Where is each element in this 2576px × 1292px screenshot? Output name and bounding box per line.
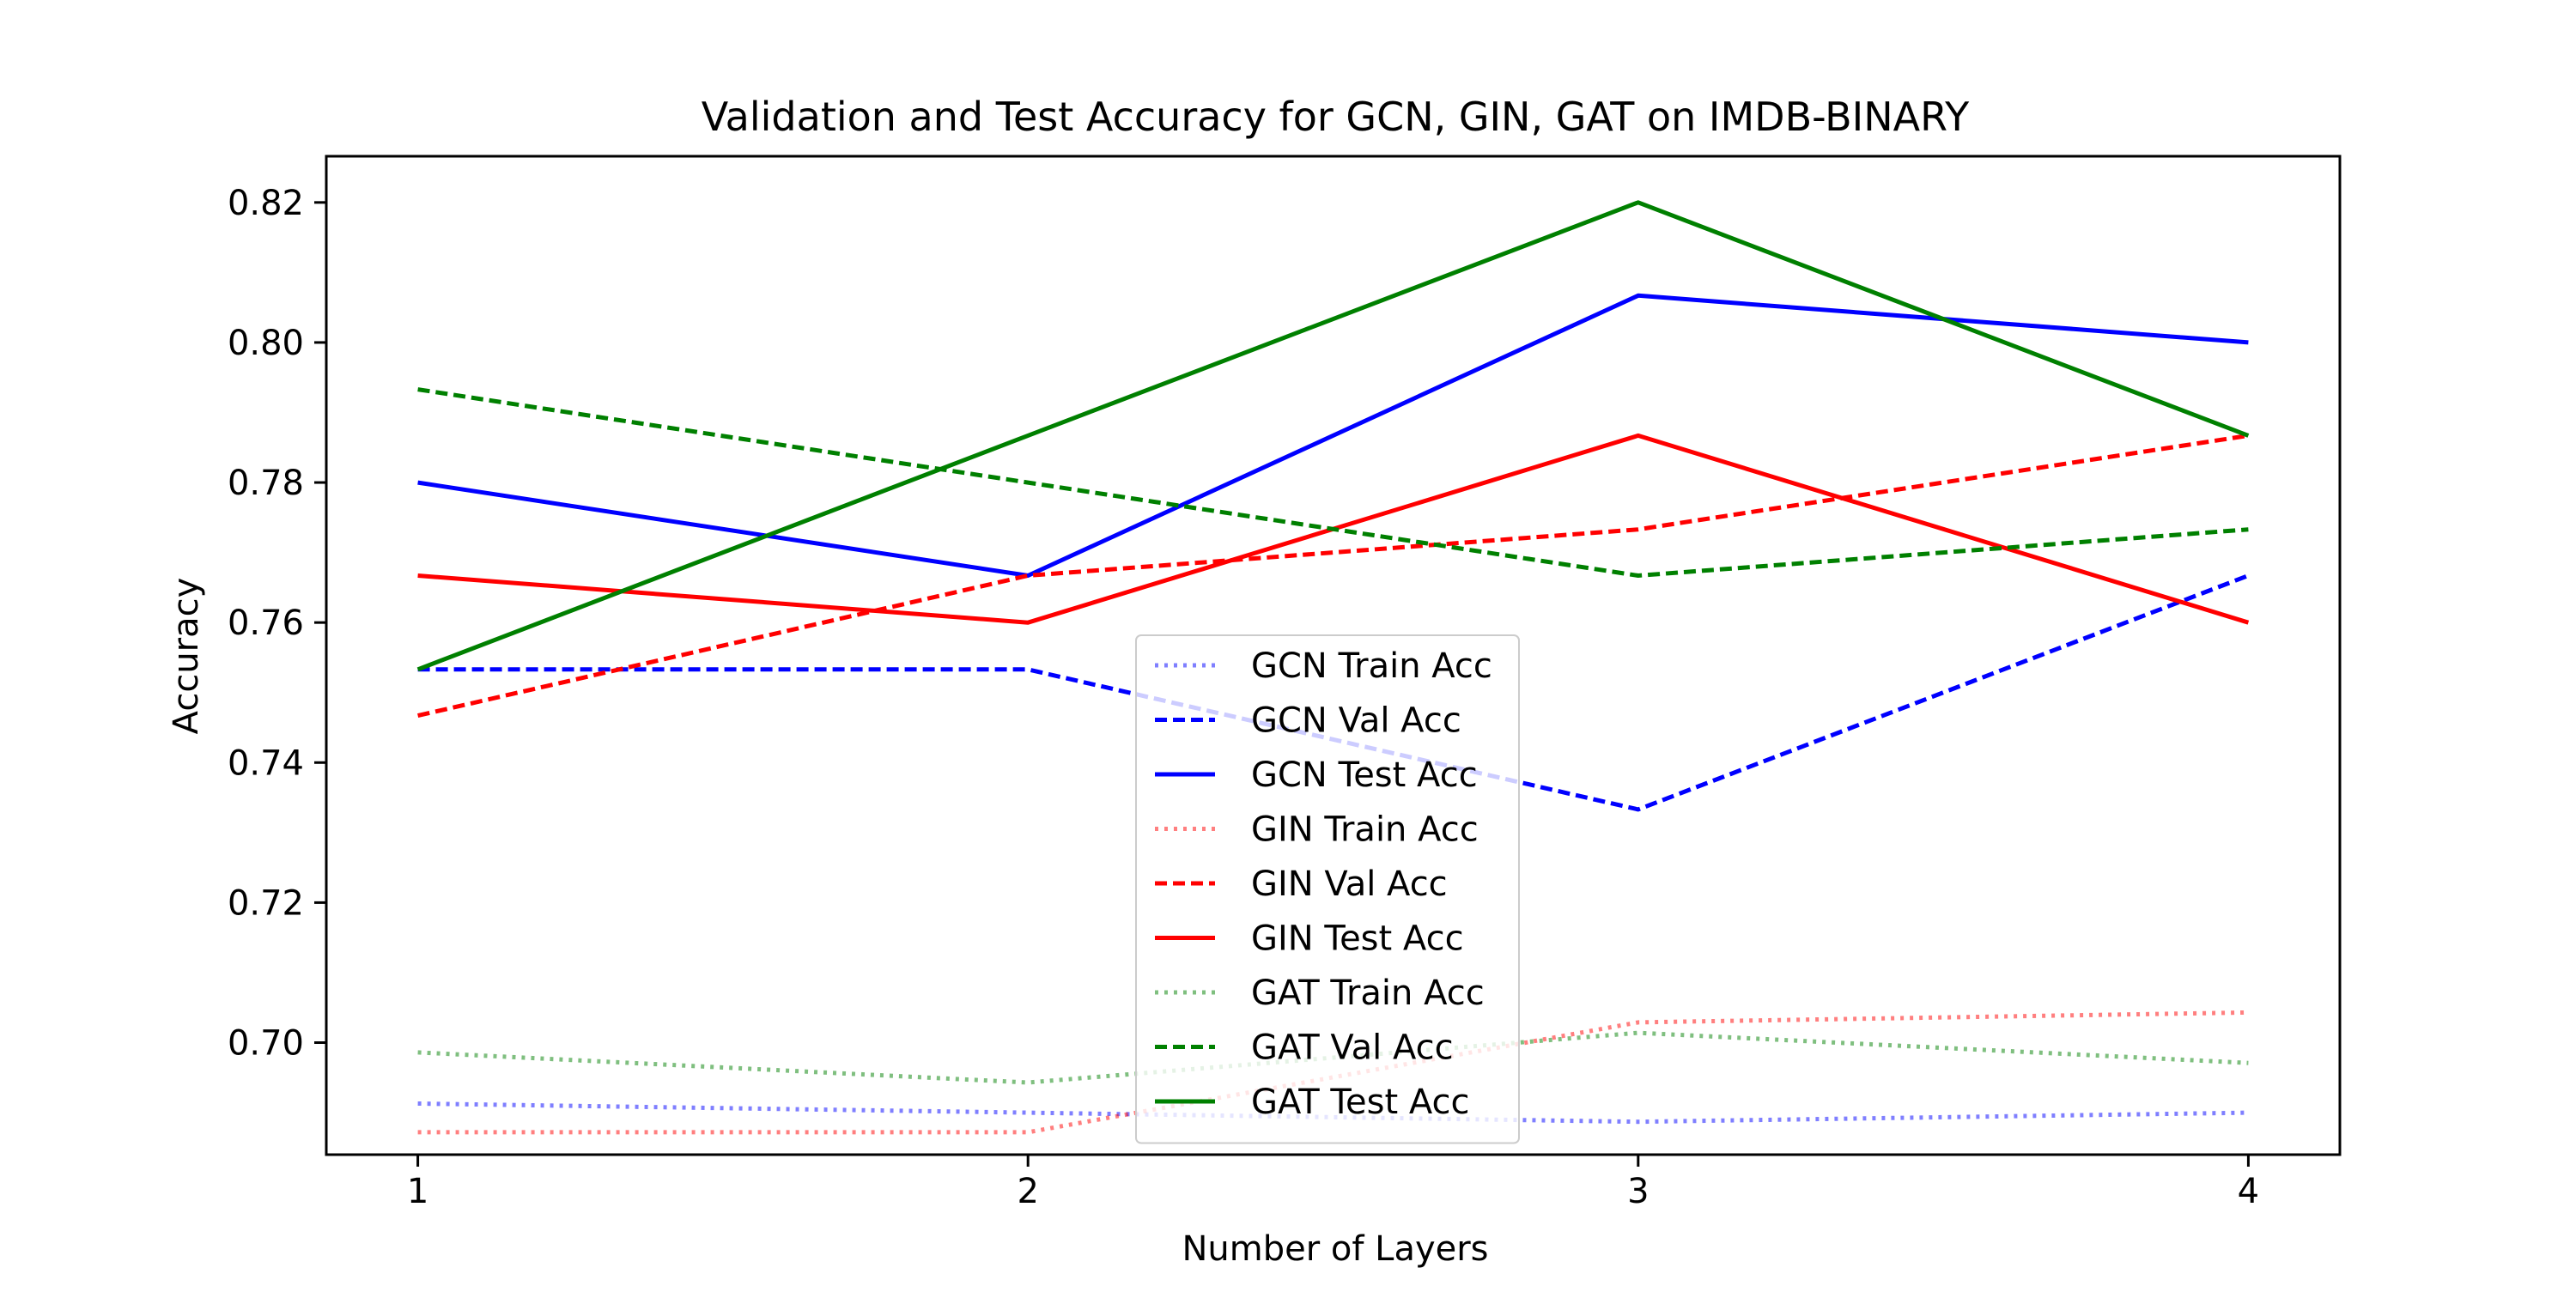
legend-label: GCN Test Acc [1251,755,1478,795]
legend-label: GIN Val Acc [1251,864,1448,904]
y-tick-label: 0.82 [228,184,304,223]
y-tick-label: 0.70 [228,1024,304,1064]
legend-box [1135,634,1520,1144]
y-tick-label: 0.74 [228,743,304,783]
series-line-3 [417,1010,2249,1135]
legend-label: GCN Val Acc [1251,701,1461,741]
x-axis-label: Number of Layers [1182,1229,1488,1269]
legend-label: GAT Val Acc [1251,1028,1454,1068]
legend-label: GIN Train Acc [1251,810,1479,850]
y-tick-label: 0.78 [228,464,304,503]
legend: GCN Train Acc GCN Val Acc GCN Test Acc GIN … [1135,634,1520,1144]
axes-layer: 1 2 3 4 0.70 0.72 0.74 0.76 0.78 0.80 0.82 [228,155,2342,1211]
series-line-0 [417,1101,2249,1125]
y-tick-label: 0.80 [228,324,304,363]
legend-label: GCN Train Acc [1251,646,1492,686]
series-line-8 [416,200,2250,672]
x-tick-label: 2 [1017,1172,1038,1211]
y-tick-label: 0.76 [228,604,304,643]
legend-label: GAT Train Acc [1251,974,1485,1013]
legend-label: GAT Test Acc [1251,1083,1470,1122]
x-tick-label: 1 [407,1172,428,1211]
series-line-4 [417,433,2249,719]
x-tick-label: 4 [2238,1172,2259,1211]
x-tick-label: 3 [1627,1172,1649,1211]
chart-title: Validation and Test Accuracy for GCN, GI… [702,94,1970,140]
y-axis-label: Accuracy [167,578,206,735]
legend-label: GIN Test Acc [1251,919,1464,959]
y-tick-label: 0.72 [228,883,304,923]
plot-frame [325,155,2342,1156]
series-line-7 [417,387,2249,578]
